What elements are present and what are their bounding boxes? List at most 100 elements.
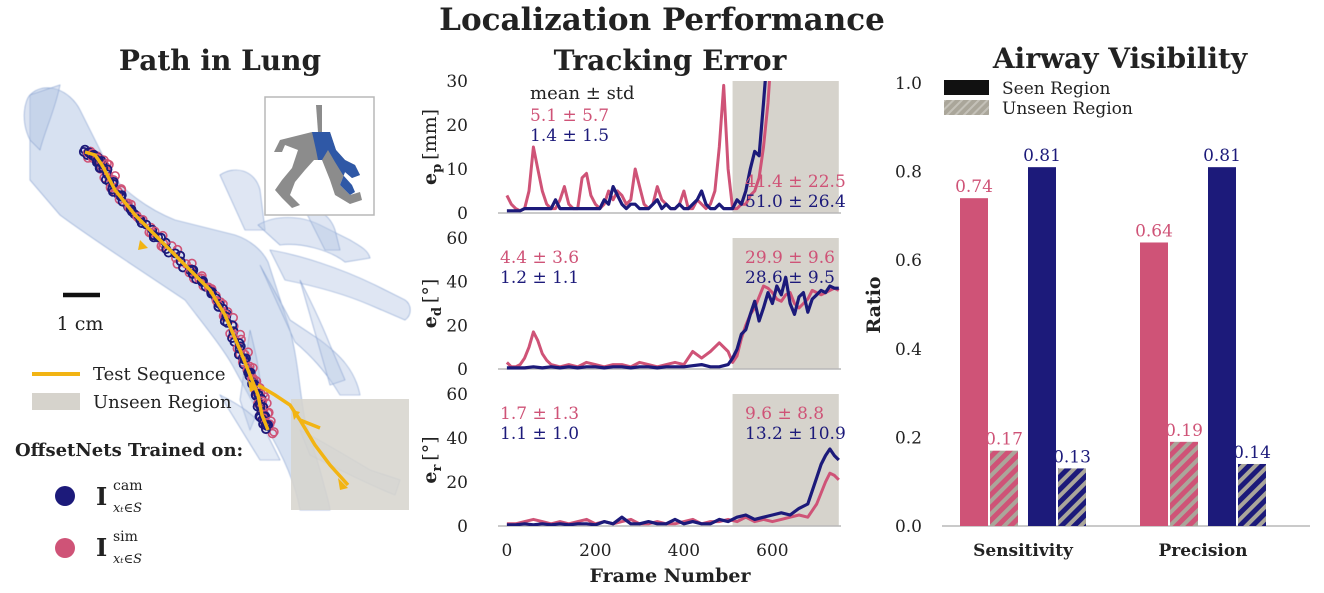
cam-unseen-bar xyxy=(1058,468,1086,526)
y-tick-label: 40 xyxy=(446,273,468,293)
sim-trajectory-point xyxy=(267,428,278,439)
trained-on-label: OffsetNets Trained on: xyxy=(15,440,243,461)
ed-subplot: 0 20 40 60 ed[°] 4.4 ± 3.61.2 ± 1.1 29.9 ± 9.6… xyxy=(419,229,841,380)
cam-seen-bar xyxy=(1028,167,1056,527)
left-stats-sim: 1.7 ± 1.3 xyxy=(500,404,579,424)
bar-value-label: 0.81 xyxy=(1023,146,1061,166)
cam-unseen-bar xyxy=(1238,463,1266,526)
x-tick-label: 0 xyxy=(501,541,512,561)
left-stats-cam: 1.4 ± 1.5 xyxy=(530,126,609,146)
stats-header: mean ± std xyxy=(530,83,635,104)
y-tick-label: 20 xyxy=(446,473,468,493)
sim-legend-sub: xₜ∈S xyxy=(113,552,142,567)
right-stats-cam: 51.0 ± 26.4 xyxy=(745,192,846,212)
sim-legend-sup: sim xyxy=(113,529,138,545)
lung-panel-title: Path in Lung xyxy=(119,44,321,77)
bar-value-label: 0.17 xyxy=(985,430,1023,450)
sim-seen-bar xyxy=(960,198,988,526)
y-tick-label: 60 xyxy=(446,229,468,249)
y-axis-label: ep[mm] xyxy=(419,109,445,185)
tracking-error-title: Tracking Error xyxy=(554,44,788,77)
cam-legend-sup: cam xyxy=(113,478,142,494)
bar-y-tick-label: 1.0 xyxy=(895,74,922,94)
unseen-region-shade xyxy=(732,394,839,526)
bar-y-tick-label: 0.0 xyxy=(895,517,922,537)
left-stats-cam: 1.1 ± 1.0 xyxy=(500,424,579,444)
unseen-region-legend-label: Unseen Region xyxy=(93,392,232,413)
cam-error-line xyxy=(506,447,840,526)
sim-error-line xyxy=(505,284,840,369)
y-tick-label: 0 xyxy=(457,204,468,224)
cam-trajectory-point xyxy=(175,256,186,267)
seen-region-legend-label: Seen Region xyxy=(1002,79,1111,99)
bar-value-label: 0.19 xyxy=(1165,421,1203,441)
bar-value-label: 0.74 xyxy=(955,177,993,197)
bar-category-label: Precision xyxy=(1158,541,1247,561)
unseen-region-legend-swatch xyxy=(32,393,80,410)
bar-y-tick-label: 0.2 xyxy=(895,428,922,448)
bar-value-label: 0.13 xyxy=(1053,447,1091,467)
y-tick-label: 0 xyxy=(457,517,468,537)
cam-error-line xyxy=(506,81,767,213)
test-sequence-path xyxy=(84,150,350,487)
left-stats-cam: 1.2 ± 1.1 xyxy=(500,268,579,288)
cam-legend-sub: xₜ∈S xyxy=(113,501,142,516)
airway-visibility-bars: 0.0 0.2 0.4 0.6 0.8 1.0 0.74 0.17 0.81 0.13 0.64 0.… xyxy=(895,74,1310,561)
test-sequence-legend-label: Test Sequence xyxy=(93,364,226,385)
cam-trajectory-point xyxy=(116,191,126,202)
x-tick-label: 600 xyxy=(756,541,788,561)
scale-bar-label: 1 cm xyxy=(57,313,104,335)
unseen-region-bar-legend-swatch xyxy=(944,100,989,115)
left-stats-sim: 4.4 ± 3.6 xyxy=(500,248,579,268)
lung-legend: Test Sequence Unseen Region OffsetNets T… xyxy=(15,364,243,567)
cam-trajectory-point xyxy=(136,218,147,228)
airway-visibility-title: Airway Visibility xyxy=(992,42,1248,75)
right-stats-sim: 41.4 ± 22.5 xyxy=(745,172,846,192)
bar-value-label: 0.81 xyxy=(1203,146,1241,166)
right-stats-sim: 9.6 ± 8.8 xyxy=(745,404,824,424)
sim-legend-marker xyxy=(55,538,75,558)
airway-visibility-panel: Airway Visibility 0.0 0.2 0.4 0.6 0.8 1.0 0.74… xyxy=(863,42,1310,561)
figure-title: Localization Performance xyxy=(439,2,885,38)
cam-seen-bar xyxy=(1208,167,1236,527)
bar-category-label: Sensitivity xyxy=(973,541,1074,561)
x-tick-label: 200 xyxy=(579,541,611,561)
sim-unseen-bar xyxy=(1170,441,1198,526)
er-subplot: 0 20 40 60 er[°] 0 200 400 600 1.7 ± 1.31.1 ± 1.0… xyxy=(419,385,846,561)
y-axis-label: ed[°] xyxy=(419,279,445,329)
bar-y-tick-label: 0.6 xyxy=(895,251,922,271)
unseen-region-shade xyxy=(732,81,839,213)
cam-legend-marker xyxy=(55,486,75,506)
y-tick-label: 30 xyxy=(446,72,468,92)
y-axis-label: er[°] xyxy=(419,436,445,483)
y-tick-label: 10 xyxy=(446,160,468,180)
cam-legend-main: I xyxy=(96,482,107,511)
left-stats-sim: 5.1 ± 5.7 xyxy=(530,106,609,126)
cam-trajectory-point xyxy=(127,206,137,217)
bar-y-axis-label: Ratio xyxy=(863,276,885,333)
sim-seen-bar xyxy=(1140,242,1168,527)
y-tick-label: 60 xyxy=(446,385,468,405)
x-axis-label: Frame Number xyxy=(590,565,752,587)
cam-trajectory-point xyxy=(129,209,140,219)
cam-error-line xyxy=(506,275,839,370)
y-tick-label: 40 xyxy=(446,429,468,449)
unseen-region-bar-legend-label: Unseen Region xyxy=(1002,99,1133,119)
y-tick-label: 0 xyxy=(457,360,468,380)
bar-value-label: 0.14 xyxy=(1233,443,1271,463)
right-stats-sim: 29.9 ± 9.6 xyxy=(745,248,835,268)
sim-unseen-bar xyxy=(990,450,1018,526)
right-stats-cam: 28.6 ± 9.5 xyxy=(745,268,835,288)
unseen-region-shade xyxy=(732,238,839,369)
bar-value-label: 0.64 xyxy=(1135,221,1173,241)
right-stats-cam: 13.2 ± 10.9 xyxy=(745,424,846,444)
bar-y-tick-label: 0.8 xyxy=(895,163,922,183)
sim-legend-main: I xyxy=(96,533,107,562)
bar-y-tick-label: 0.4 xyxy=(895,340,922,360)
lung-path-panel: Path in Lung 1 cm xyxy=(15,44,411,567)
y-tick-label: 20 xyxy=(446,116,468,136)
seen-region-legend-swatch xyxy=(944,80,989,95)
